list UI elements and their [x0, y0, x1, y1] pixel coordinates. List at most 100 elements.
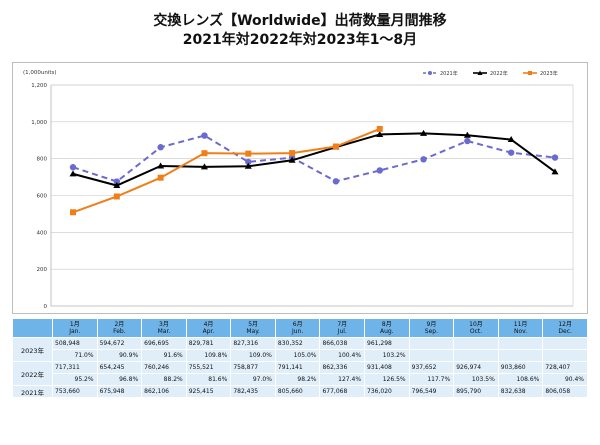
- percent-cell: 103.2%: [364, 349, 410, 362]
- data-point: [376, 125, 383, 132]
- series-2022年: [69, 129, 559, 189]
- legend-marker: [477, 70, 483, 75]
- y-tick-label: 600: [37, 194, 48, 200]
- data-point: [157, 174, 164, 181]
- value-cell: 753,660: [52, 385, 98, 398]
- value-cell: 830,352: [274, 337, 321, 350]
- percent-cell: 103.5%: [453, 373, 499, 386]
- legend-label: 2021年: [440, 70, 458, 77]
- data-point: [113, 182, 121, 189]
- plot-area: [50, 84, 574, 307]
- value-cell: 961,298: [364, 337, 410, 350]
- value-cell: 829,781: [185, 337, 232, 350]
- chart-title: 交換レンズ【Worldwide】出荷数量月間推移: [153, 13, 447, 29]
- percent-cell: [408, 349, 455, 362]
- value-cell: 782,435: [230, 385, 276, 398]
- legend-label: 2022年: [490, 70, 508, 77]
- data-point: [507, 136, 515, 143]
- percent-cell: 90.9%: [96, 349, 143, 362]
- value-cell: 832,638: [497, 385, 544, 398]
- percent-cell: 109.0%: [230, 349, 276, 362]
- data-point: [69, 170, 77, 177]
- year-label: 2022年: [12, 361, 53, 386]
- value-cell: [542, 337, 588, 350]
- legend-label: 2023年: [540, 70, 558, 77]
- percent-cell: 81.6%: [185, 373, 232, 386]
- percent-cell: 96.8%: [96, 373, 143, 386]
- percent-cell: 126.5%: [364, 373, 410, 386]
- data-point: [245, 158, 252, 166]
- data-point: [201, 150, 208, 157]
- month-header: 3月 Mar.: [141, 318, 187, 338]
- value-cell: 895,790: [453, 385, 499, 398]
- value-cell: 862,336: [319, 361, 366, 374]
- unit-label: (1,000units): [23, 70, 57, 76]
- month-header: 10月 Oct.: [453, 318, 499, 338]
- data-point: [70, 209, 76, 216]
- month-header: 2月 Feb.: [96, 318, 143, 338]
- legend: 2021年 2022年 2023年: [423, 70, 558, 77]
- data-point: [288, 156, 296, 163]
- value-cell: 937,652: [408, 361, 455, 374]
- data-table: 1月 Jan. 2月 Feb. 3月 Mar. 4月 Apr. 5月 May. 6月 Jun. 7月 Ju…: [12, 318, 588, 398]
- y-tick-label: 400: [37, 230, 48, 236]
- table-row: 2022年 717,311 654,245 760,246 755,521 758,877…: [12, 361, 588, 386]
- value-cell: 675,948: [96, 385, 143, 398]
- value-cell: 717,311: [52, 361, 98, 374]
- table-header-row: 1月 Jan. 2月 Feb. 3月 Mar. 4月 Apr. 5月 May. 6月 Jun. 7月 Ju…: [12, 318, 588, 338]
- value-cell: 677,068: [319, 385, 366, 398]
- month-header: 1月 Jan.: [52, 318, 98, 338]
- percent-cell: 109.8%: [185, 349, 232, 362]
- value-cell: 755,521: [185, 361, 232, 374]
- value-cell: [408, 337, 455, 350]
- value-cell: 654,245: [96, 361, 143, 374]
- value-cell: 931,408: [364, 361, 410, 374]
- data-point: [332, 143, 339, 150]
- data-point: [113, 178, 121, 185]
- month-header: 12月 Dec.: [542, 318, 588, 338]
- value-cell: 925,415: [185, 385, 232, 398]
- value-cell: [497, 337, 544, 350]
- legend-marker: [528, 71, 532, 75]
- percent-cell: 105.0%: [274, 349, 321, 362]
- value-cell: 728,407: [542, 361, 588, 374]
- data-point: [376, 130, 384, 137]
- month-header: 11月 Nov.: [497, 318, 544, 338]
- data-point: [69, 164, 77, 171]
- value-cell: 760,246: [141, 361, 187, 374]
- month-header: 7月 Jul.: [319, 318, 366, 338]
- y-tick-label: 200: [37, 267, 48, 273]
- percent-cell: 91.6%: [141, 349, 187, 362]
- y-tick-label: 1,200: [31, 83, 47, 89]
- data-point: [157, 144, 164, 151]
- data-point: [376, 167, 383, 174]
- value-cell: 806,058: [542, 385, 588, 398]
- value-cell: [453, 337, 499, 350]
- data-point: [157, 162, 165, 169]
- data-point: [551, 154, 559, 161]
- value-cell: 827,316: [230, 337, 276, 350]
- legend-marker: [428, 71, 432, 75]
- percent-cell: 90.4%: [542, 373, 588, 386]
- table-row: 2021年 753,660 675,948 862,106 925,415 782,435…: [12, 385, 588, 398]
- percent-cell: 71.0%: [52, 349, 98, 362]
- table-row: 71.0% 90.9% 91.6% 109.8% 109.0% 105.0% 100.4% 1…: [13, 349, 588, 362]
- data-point: [289, 150, 296, 157]
- series-line: [72, 134, 556, 183]
- value-cell: 791,141: [274, 361, 321, 374]
- month-header: 6月 Jun.: [274, 318, 321, 338]
- month-header: 8月 Aug.: [364, 318, 410, 338]
- value-cell: 805,660: [274, 385, 321, 398]
- value-cell: 796,549: [408, 385, 455, 398]
- value-cell: 903,860: [497, 361, 544, 374]
- series-2023年: [70, 125, 383, 216]
- table-corner: [12, 318, 53, 338]
- percent-cell: 98.2%: [274, 373, 321, 386]
- data-point: [463, 131, 471, 138]
- value-cell: 862,106: [141, 385, 187, 398]
- table-row: 2023年 508,948 594,672 696,695 829,781 827,316…: [12, 337, 588, 362]
- percent-cell: [453, 349, 499, 362]
- chart-subtitle: 2021年対2022年対2023年1～8月: [182, 32, 418, 48]
- y-tick-label: 0: [44, 304, 48, 310]
- grid-lines: [50, 84, 574, 307]
